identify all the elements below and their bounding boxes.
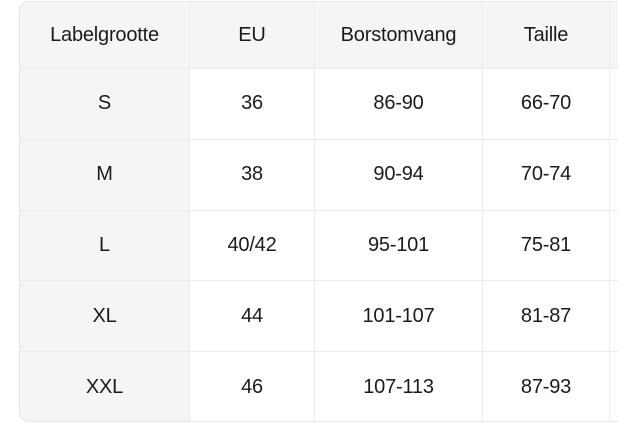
cell-size-label: L: [20, 210, 190, 282]
cell-clipped: [610, 139, 618, 211]
cell-eu: 46: [190, 352, 315, 421]
header-cell-labelgrootte: Labelgrootte: [20, 2, 190, 69]
cell-size-label: XXL: [20, 352, 190, 421]
size-chart-card: Labelgrootte EU Borstomvang Taille S 36 …: [19, 1, 618, 422]
cell-eu: 40/42: [190, 210, 315, 282]
header-cell-eu: EU: [190, 2, 315, 69]
cell-clipped: [610, 281, 618, 353]
cell-taille: 87-93: [483, 352, 610, 421]
cell-clipped: [610, 210, 618, 282]
header-cell-taille: Taille: [483, 2, 610, 69]
header-cell-borstomvang: Borstomvang: [315, 2, 483, 69]
cell-borstomvang: 86-90: [315, 69, 483, 140]
cell-size-label: M: [20, 139, 190, 211]
cell-borstomvang: 90-94: [315, 139, 483, 211]
size-table: Labelgrootte EU Borstomvang Taille S 36 …: [20, 2, 618, 421]
cell-eu: 36: [190, 69, 315, 140]
cell-taille: 66-70: [483, 69, 610, 140]
cell-clipped: [610, 352, 618, 421]
cell-taille: 75-81: [483, 210, 610, 282]
cell-taille: 81-87: [483, 281, 610, 353]
cell-borstomvang: 95-101: [315, 210, 483, 282]
cell-size-label: XL: [20, 281, 190, 353]
cell-size-label: S: [20, 69, 190, 140]
cell-eu: 38: [190, 139, 315, 211]
cell-eu: 44: [190, 281, 315, 353]
header-cell-clipped: [610, 2, 618, 69]
cell-borstomvang: 107-113: [315, 352, 483, 421]
cell-clipped: [610, 69, 618, 140]
cell-borstomvang: 101-107: [315, 281, 483, 353]
cell-taille: 70-74: [483, 139, 610, 211]
